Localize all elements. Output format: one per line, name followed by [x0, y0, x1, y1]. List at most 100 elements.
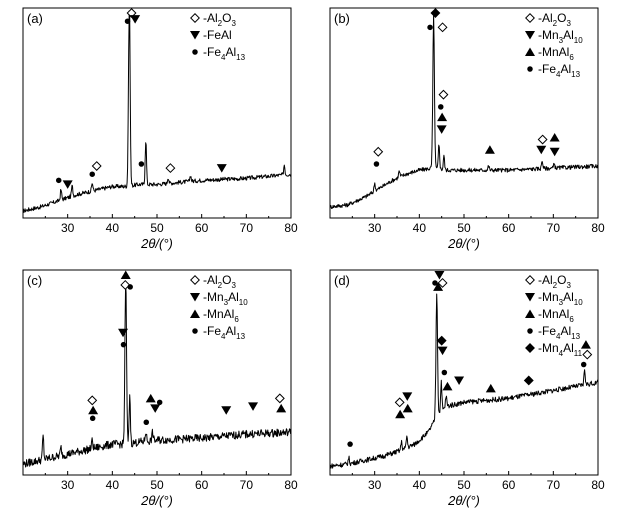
marker-circle: [427, 24, 433, 31]
marker-tri-up: [276, 403, 287, 413]
x-tick-label: 50: [150, 221, 164, 235]
legend-label: -Mn3Al10: [538, 290, 583, 307]
x-tick-label: 60: [502, 478, 516, 492]
x-tick-label: 40: [106, 478, 120, 492]
legend: -Al2O3-Mn3Al10-MnAl6-Fe4Al13: [190, 273, 248, 341]
marker-circle: [124, 18, 131, 24]
legend-symbol-tri-down: [190, 31, 200, 40]
marker-diamond-open: [373, 146, 384, 157]
plot-frame: [22, 269, 292, 476]
legend: -Al2O3-Mn3Al10-MnAl6-Fe4Al13: [525, 11, 583, 79]
marker-diamond-open: [437, 277, 448, 288]
marker-tri-up: [484, 145, 495, 154]
marker-tri-down: [549, 147, 560, 157]
xrd-trace: [329, 13, 599, 209]
panel-a: 30 40 50 60 70 80 2θ/(°) (a) -Al2O3-FeAl -Fe4Al13: [22, 7, 298, 251]
x-tick-label: 30: [61, 221, 75, 235]
x-tick-label: 80: [284, 221, 298, 235]
legend-symbol-tri-down: [525, 31, 535, 40]
legend-symbol-tri-down: [525, 293, 535, 302]
x-axis-label: 2θ/(°): [447, 493, 480, 508]
legend-symbol-diamond-open: [190, 13, 200, 23]
marker-diamond-open: [537, 134, 548, 145]
marker-circle: [143, 419, 150, 425]
marker-tri-down: [150, 404, 161, 413]
marker-tri-down: [436, 125, 447, 134]
marker-tri-down: [536, 145, 547, 155]
marker-tri-up: [88, 405, 99, 415]
legend-label: -Mn3Al10: [203, 290, 248, 307]
x-axis-label: 2θ/(°): [447, 236, 480, 251]
marker-tri-up: [485, 383, 496, 393]
legend-label: -Al2O3: [203, 11, 236, 28]
marker-tri-up: [120, 270, 131, 279]
marker-diamond-solid: [523, 375, 534, 386]
legend-symbol-tri-up: [525, 47, 535, 56]
marker-tri-down: [437, 346, 448, 356]
marker-diamond-open: [438, 89, 449, 100]
legend-symbol-circle: [527, 328, 533, 334]
marker-tri-down: [402, 392, 413, 401]
legend-symbol-diamond-solid: [525, 343, 535, 353]
legend-symbol-diamond-open: [190, 275, 200, 285]
x-tick-label: 70: [240, 478, 254, 492]
x-tick-label: 60: [195, 478, 209, 492]
marker-circle: [441, 369, 448, 376]
marker-circle: [127, 284, 133, 290]
marker-circle: [55, 177, 62, 184]
panel-b: 30 40 50 60 70 80 2θ/(°) (b) -Al2O3-Mn3Al10-MnAl…: [329, 7, 605, 251]
legend-label: -MnAl6: [538, 45, 574, 62]
marker-tri-up: [549, 132, 560, 142]
xrd-trace: [22, 282, 292, 468]
legend-symbol-tri-up: [190, 309, 200, 318]
panel-c: 30 40 50 60 70 80 2θ/(°) (c) -Al2O3-Mn3Al10-MnAl…: [22, 269, 298, 508]
panel-label: (a): [27, 11, 43, 26]
legend-label: -Al2O3: [538, 11, 571, 28]
marker-circle: [347, 441, 353, 447]
marker-tri-up: [437, 112, 448, 122]
legend: -Al2O3-FeAl -Fe4Al13: [190, 11, 246, 62]
panel-label: (d): [334, 273, 350, 288]
marker-circle: [89, 171, 95, 177]
legend-label: -Al2O3: [203, 273, 236, 290]
marker-diamond-open: [394, 397, 405, 408]
marker-tri-up: [402, 403, 413, 413]
marker-circle: [373, 161, 380, 167]
x-tick-label: 70: [547, 221, 561, 235]
panel-label: (c): [27, 273, 42, 288]
marker-diamond-solid: [436, 335, 447, 346]
marker-tri-down: [248, 402, 259, 411]
x-tick-label: 30: [368, 478, 382, 492]
x-tick-label: 80: [284, 478, 298, 492]
panel-label: (b): [334, 11, 350, 26]
marker-diamond-solid: [430, 8, 441, 18]
x-tick-label: 50: [457, 221, 471, 235]
marker-circle: [580, 361, 587, 368]
x-tick-label: 40: [413, 478, 427, 492]
x-tick-label: 30: [61, 478, 75, 492]
x-axis-label: 2θ/(°): [140, 236, 173, 251]
legend-label: -MnAl6: [538, 307, 574, 324]
marker-diamond-open: [274, 393, 285, 404]
marker-circle: [120, 341, 127, 348]
x-tick-label: 40: [106, 221, 120, 235]
legend-symbol-circle: [527, 66, 533, 72]
legend-symbol-diamond-open: [525, 13, 535, 23]
marker-diamond-open: [87, 395, 98, 406]
legend-label: -MnAl6: [203, 307, 239, 324]
marker-circle: [138, 161, 145, 167]
marker-tri-up: [433, 282, 444, 291]
marker-diamond-open: [91, 161, 102, 171]
legend-symbol-diamond-open: [525, 275, 535, 285]
marker-circle: [438, 104, 444, 110]
x-axis-label: 2θ/(°): [140, 493, 173, 508]
legend-label: -FeAl: [203, 28, 232, 42]
legend-label: -Al2O3: [538, 273, 571, 290]
marker-tri-down: [62, 180, 73, 189]
marker-diamond-open: [165, 163, 176, 174]
x-tick-label: 60: [195, 221, 209, 235]
marker-tri-down: [216, 164, 227, 173]
x-tick-label: 80: [591, 221, 605, 235]
x-tick-label: 80: [591, 478, 605, 492]
marker-circle: [89, 415, 96, 422]
